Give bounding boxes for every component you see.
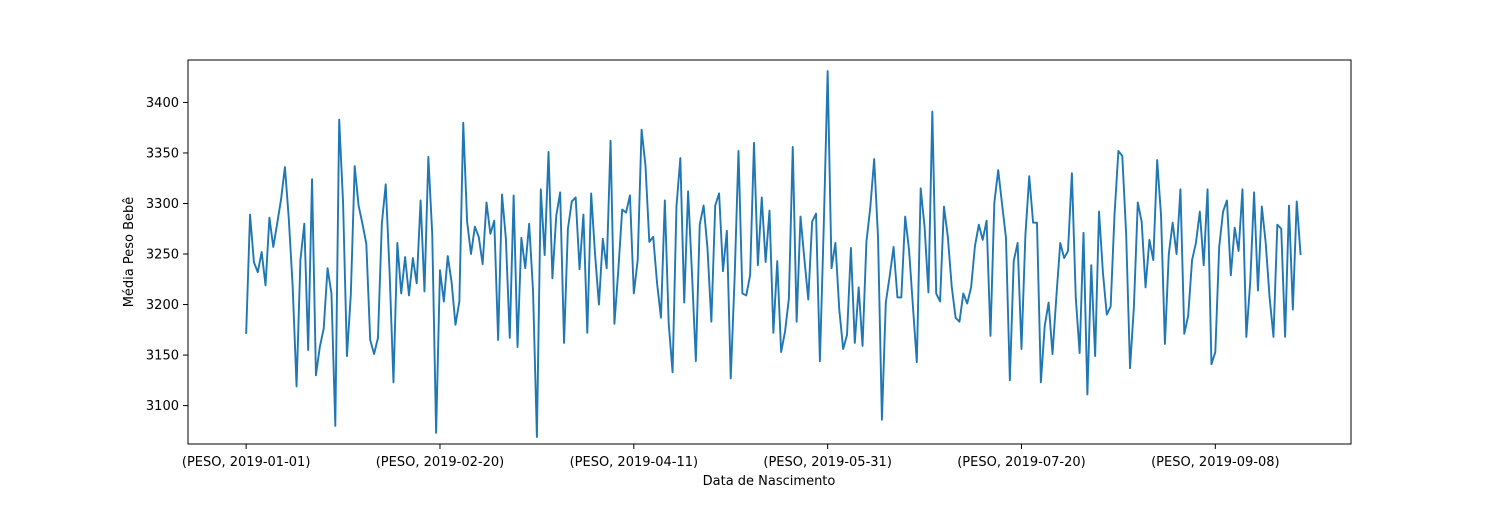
x-axis-label: Data de Nascimento <box>703 474 836 489</box>
y-tick-label: 3100 <box>146 399 179 414</box>
x-tick-label: (PESO, 2019-04-11) <box>570 455 699 470</box>
x-tick-label: (PESO, 2019-09-08) <box>1151 455 1280 470</box>
y-tick-label: 3350 <box>146 146 179 161</box>
series-line-0 <box>245 70 1302 438</box>
x-axis-ticks: (PESO, 2019-01-01) (PESO, 2019-02-20) (PES… <box>182 444 1280 470</box>
x-tick-label: (PESO, 2019-05-31) <box>763 455 892 470</box>
x-tick-label: (PESO, 2019-01-01) <box>182 455 311 470</box>
y-tick-label: 3150 <box>146 349 179 364</box>
plot-area <box>245 70 1302 438</box>
axes-frame <box>187 59 1352 445</box>
y-axis-label: Média Peso Bebê <box>122 197 137 308</box>
y-axis-ticks: 3100 3150 3200 3250 3300 3350 3400 <box>146 96 188 414</box>
y-tick-label: 3200 <box>146 298 179 313</box>
y-tick-label: 3400 <box>146 96 179 111</box>
y-tick-label: 3300 <box>146 197 179 212</box>
x-tick-label: (PESO, 2019-02-20) <box>376 455 505 470</box>
x-tick-label: (PESO, 2019-07-20) <box>957 455 1086 470</box>
y-tick-label: 3250 <box>146 248 179 263</box>
